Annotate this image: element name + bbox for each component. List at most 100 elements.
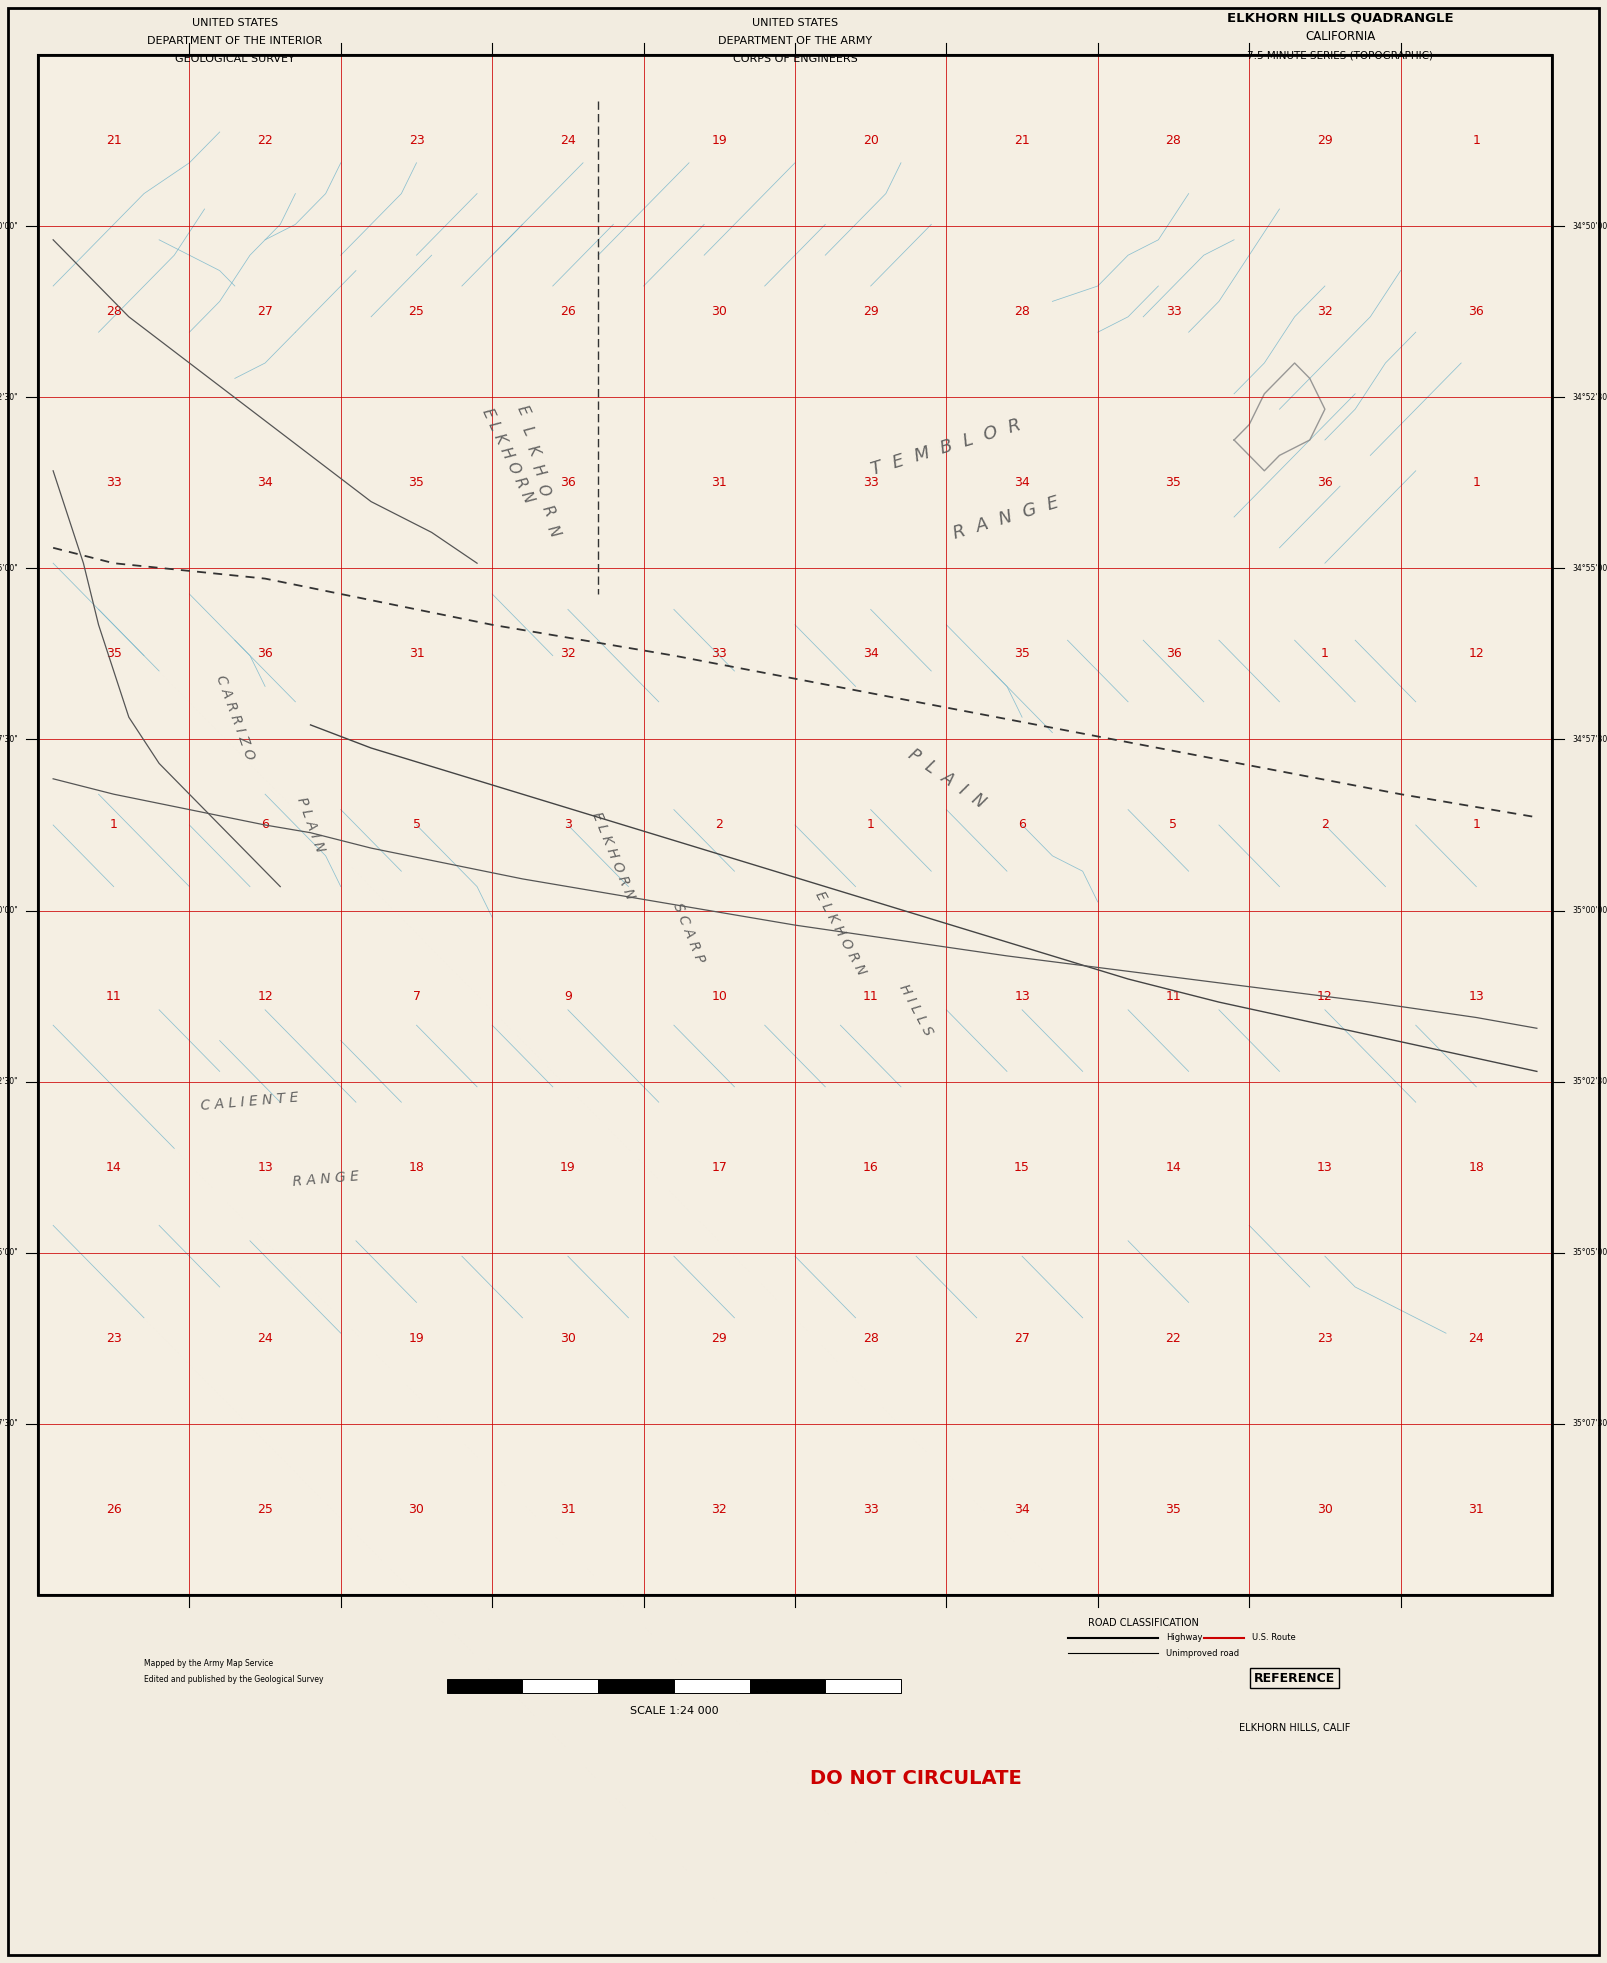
Text: 30: 30 — [408, 1504, 424, 1515]
Text: 32: 32 — [1318, 304, 1332, 318]
Text: 34°57'30": 34°57'30" — [1572, 734, 1607, 744]
Text: 7.5 MINUTE SERIES (TOPOGRAPHIC): 7.5 MINUTE SERIES (TOPOGRAPHIC) — [1247, 51, 1433, 61]
Text: E: E — [514, 402, 532, 418]
Text: 30: 30 — [712, 304, 728, 318]
Bar — [39, 55, 1552, 1596]
Text: 16: 16 — [863, 1160, 879, 1174]
Text: 5: 5 — [1170, 819, 1178, 832]
Text: 30: 30 — [559, 1331, 575, 1345]
Text: 36: 36 — [257, 648, 273, 660]
Text: 12: 12 — [1469, 648, 1485, 660]
Text: Highway: Highway — [1167, 1633, 1204, 1643]
Text: 24: 24 — [257, 1331, 273, 1345]
Text: 29: 29 — [863, 304, 879, 318]
Text: 33: 33 — [863, 477, 879, 489]
Text: C A L I E N T E: C A L I E N T E — [201, 1091, 299, 1113]
Text: 31: 31 — [559, 1504, 575, 1515]
Text: 34°50'00": 34°50'00" — [0, 222, 18, 230]
Text: 14: 14 — [106, 1160, 122, 1174]
Text: ELKHORN HILLS QUADRANGLE: ELKHORN HILLS QUADRANGLE — [1226, 12, 1453, 24]
Text: 31: 31 — [712, 477, 728, 489]
Text: 30: 30 — [1318, 1504, 1332, 1515]
Text: 20: 20 — [863, 133, 879, 147]
Text: DO NOT CIRCULATE: DO NOT CIRCULATE — [810, 1769, 1022, 1788]
Text: 23: 23 — [408, 133, 424, 147]
Text: 35°05'00": 35°05'00" — [0, 1248, 18, 1256]
Text: UNITED STATES: UNITED STATES — [752, 18, 839, 27]
Text: 2: 2 — [1321, 819, 1329, 832]
Text: 34°50'00": 34°50'00" — [1572, 222, 1607, 230]
Text: 10: 10 — [712, 989, 728, 1003]
Text: DEPARTMENT OF THE ARMY: DEPARTMENT OF THE ARMY — [718, 35, 873, 45]
Text: 6: 6 — [1019, 819, 1025, 832]
Bar — [598, 1678, 673, 1692]
Text: 13: 13 — [1318, 1160, 1332, 1174]
Text: 24: 24 — [1469, 1331, 1485, 1345]
Text: 27: 27 — [257, 304, 273, 318]
Text: R  A  N  G  E: R A N G E — [951, 493, 1062, 542]
Text: 15: 15 — [1014, 1160, 1030, 1174]
Text: 23: 23 — [106, 1331, 122, 1345]
Text: 11: 11 — [1165, 989, 1181, 1003]
Text: 28: 28 — [106, 304, 122, 318]
Text: 29: 29 — [712, 1331, 728, 1345]
Text: 33: 33 — [712, 648, 728, 660]
Text: L: L — [519, 424, 537, 438]
Text: 7: 7 — [413, 989, 421, 1003]
Text: 21: 21 — [1014, 133, 1030, 147]
Text: 3: 3 — [564, 819, 572, 832]
Text: 35°07'30": 35°07'30" — [0, 1419, 18, 1429]
Text: 13: 13 — [257, 1160, 273, 1174]
Text: 35: 35 — [408, 477, 424, 489]
Bar — [749, 1678, 826, 1692]
Text: 27: 27 — [1014, 1331, 1030, 1345]
Bar — [826, 1678, 902, 1692]
Text: SCALE 1:24 000: SCALE 1:24 000 — [630, 1706, 718, 1716]
Text: 1: 1 — [109, 819, 117, 832]
Text: 12: 12 — [1318, 989, 1332, 1003]
Text: S C A R P: S C A R P — [670, 901, 707, 966]
Text: 26: 26 — [106, 1504, 122, 1515]
Text: 21: 21 — [106, 133, 122, 147]
Text: 35: 35 — [106, 648, 122, 660]
Text: 14: 14 — [1165, 1160, 1181, 1174]
Text: 34: 34 — [1014, 477, 1030, 489]
Text: 33: 33 — [106, 477, 122, 489]
Text: 6: 6 — [262, 819, 268, 832]
Text: 2: 2 — [715, 819, 723, 832]
Text: 22: 22 — [257, 133, 273, 147]
Text: 13: 13 — [1469, 989, 1485, 1003]
Text: 17: 17 — [712, 1160, 728, 1174]
Text: 34: 34 — [863, 648, 879, 660]
Text: 33: 33 — [863, 1504, 879, 1515]
Text: 35: 35 — [1014, 648, 1030, 660]
Text: CALIFORNIA: CALIFORNIA — [1305, 31, 1376, 43]
Text: 28: 28 — [1165, 133, 1181, 147]
Text: P L A I N: P L A I N — [294, 795, 326, 854]
Text: H: H — [529, 463, 546, 479]
Bar — [447, 1678, 522, 1692]
Text: P  L  A  I  N: P L A I N — [905, 746, 988, 813]
Text: R A N G E: R A N G E — [292, 1170, 360, 1190]
Text: U.S. Route: U.S. Route — [1252, 1633, 1295, 1643]
Text: 1: 1 — [1472, 819, 1480, 832]
Text: 26: 26 — [559, 304, 575, 318]
Text: H I L L S: H I L L S — [897, 982, 935, 1038]
Text: Unimproved road: Unimproved road — [1167, 1649, 1239, 1657]
Text: 22: 22 — [1165, 1331, 1181, 1345]
Text: N: N — [543, 522, 562, 540]
Text: 18: 18 — [408, 1160, 424, 1174]
Text: 35°05'00": 35°05'00" — [1572, 1248, 1607, 1256]
Text: Mapped by the Army Map Service: Mapped by the Army Map Service — [145, 1659, 273, 1667]
Text: 35°00'00": 35°00'00" — [0, 907, 18, 915]
Text: 29: 29 — [1318, 133, 1332, 147]
Text: 33: 33 — [1165, 304, 1181, 318]
Text: 31: 31 — [1469, 1504, 1485, 1515]
Text: 34: 34 — [257, 477, 273, 489]
Bar — [522, 1678, 598, 1692]
Text: 24: 24 — [559, 133, 575, 147]
Text: R: R — [538, 503, 556, 518]
Text: 23: 23 — [1318, 1331, 1332, 1345]
Text: ROAD CLASSIFICATION: ROAD CLASSIFICATION — [1088, 1618, 1199, 1627]
Text: 28: 28 — [1014, 304, 1030, 318]
